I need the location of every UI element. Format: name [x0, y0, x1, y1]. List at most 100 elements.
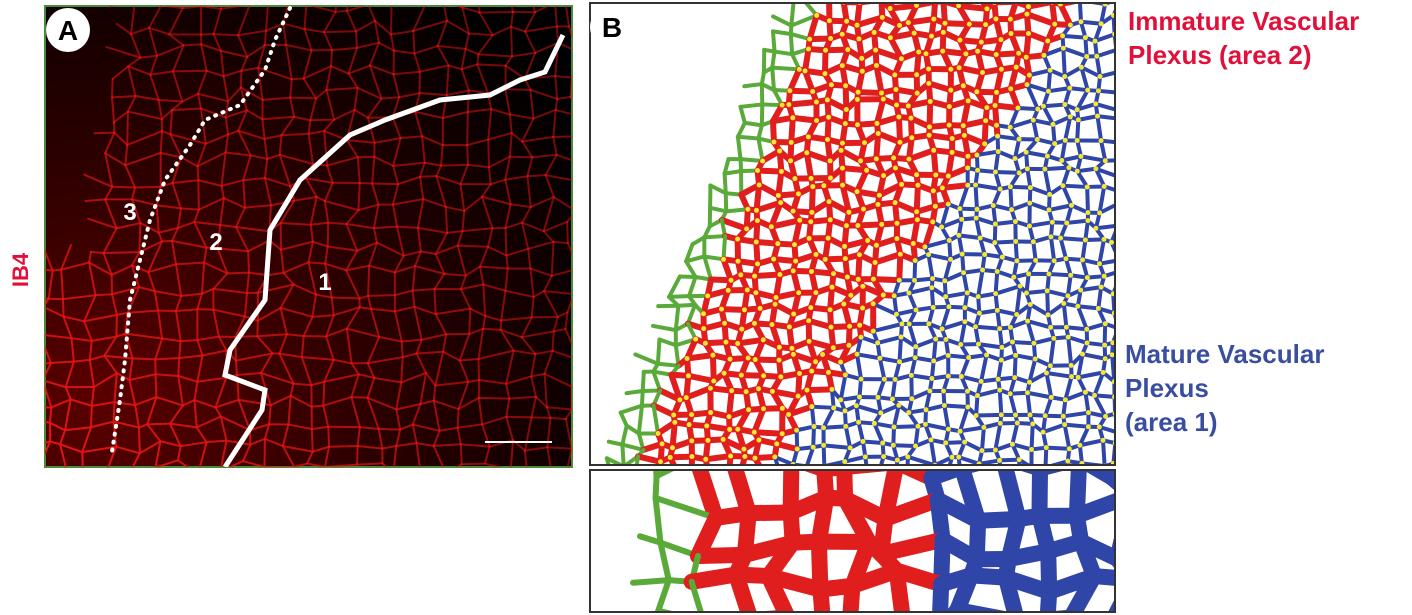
vessel	[83, 473, 106, 474]
vessel	[949, 240, 950, 259]
junction	[729, 388, 734, 393]
vessel	[633, 580, 669, 583]
junction	[780, 103, 785, 108]
vessel	[725, 171, 741, 174]
vessel	[791, 34, 792, 54]
vessel	[505, 89, 530, 90]
vessel	[704, 236, 725, 237]
junction	[778, 374, 783, 379]
junction	[760, 158, 765, 163]
junction	[1046, 312, 1051, 317]
junction	[703, 341, 708, 346]
junction	[1098, 74, 1103, 79]
vessel	[310, 120, 334, 121]
junction	[840, 32, 845, 37]
vessel	[402, 342, 403, 358]
vessel	[441, 165, 468, 166]
vessel	[427, 1, 443, 2]
vessel	[669, 296, 689, 297]
junction	[778, 200, 783, 205]
junction	[1078, 154, 1083, 159]
vessel	[552, 473, 566, 475]
junction	[1041, 430, 1046, 435]
junction	[926, 66, 931, 71]
vessel	[1000, 329, 1002, 348]
vessel	[995, 172, 1019, 173]
vessel	[312, 429, 313, 452]
vessel	[812, 407, 814, 427]
junction	[995, 269, 1000, 274]
vessel	[1085, 239, 1104, 240]
junction	[693, 337, 698, 342]
junction	[746, 407, 751, 412]
junction	[777, 358, 782, 363]
junction	[1102, 274, 1107, 279]
junction	[929, 34, 934, 39]
vessel	[135, 187, 161, 188]
junction	[1035, 137, 1040, 142]
junction	[930, 276, 935, 281]
junction	[996, 149, 1001, 154]
junction	[965, 389, 970, 394]
junction	[772, 454, 777, 459]
junction	[1048, 363, 1053, 368]
junction	[658, 459, 663, 464]
junction	[1075, 304, 1080, 309]
vessel	[725, 174, 726, 194]
junction	[976, 294, 981, 299]
vessel	[1053, 124, 1055, 143]
junction	[756, 437, 761, 442]
junction	[708, 410, 713, 415]
junction	[980, 268, 985, 273]
junction	[946, 202, 951, 207]
vessel	[532, 417, 551, 418]
vessel	[461, 444, 462, 464]
junction	[927, 133, 932, 138]
vessel	[915, 261, 916, 281]
junction	[961, 270, 966, 275]
junction	[745, 287, 750, 292]
junction	[787, 324, 792, 329]
junction	[780, 406, 785, 411]
junction	[1093, 101, 1098, 106]
junction	[997, 388, 1002, 393]
vessel	[265, 31, 266, 45]
junction	[705, 293, 710, 298]
junction	[984, 353, 989, 358]
junction	[874, 243, 879, 248]
vessel	[744, 84, 762, 86]
legend-text: Plexus (area 2)	[1128, 40, 1312, 70]
junction	[1028, 185, 1033, 190]
junction	[761, 373, 766, 378]
junction	[998, 421, 1003, 426]
vessel	[147, 424, 170, 425]
junction	[999, 345, 1004, 350]
junction	[856, 277, 861, 282]
junction	[947, 123, 952, 128]
junction	[774, 295, 779, 300]
vessel	[892, 380, 895, 400]
junction	[929, 285, 934, 290]
vessel	[738, 137, 741, 159]
vessel	[724, 236, 726, 259]
junction	[744, 226, 749, 231]
junction	[1061, 46, 1066, 51]
vessel	[1045, 168, 1069, 169]
junction	[794, 428, 799, 433]
junction	[792, 176, 797, 181]
junction	[916, 50, 921, 55]
junction	[721, 437, 726, 442]
vessel	[336, 11, 347, 12]
junction	[915, 183, 920, 188]
vessel	[897, 571, 904, 615]
vessel	[397, 227, 418, 228]
vessel	[435, 289, 436, 314]
junction	[958, 342, 963, 347]
junction	[1024, 150, 1029, 155]
vessel	[741, 159, 763, 161]
junction	[998, 187, 1003, 192]
vessel	[985, 254, 1003, 257]
vessel	[1117, 495, 1132, 559]
vessel	[772, 68, 799, 70]
vessel	[443, 0, 448, 1]
